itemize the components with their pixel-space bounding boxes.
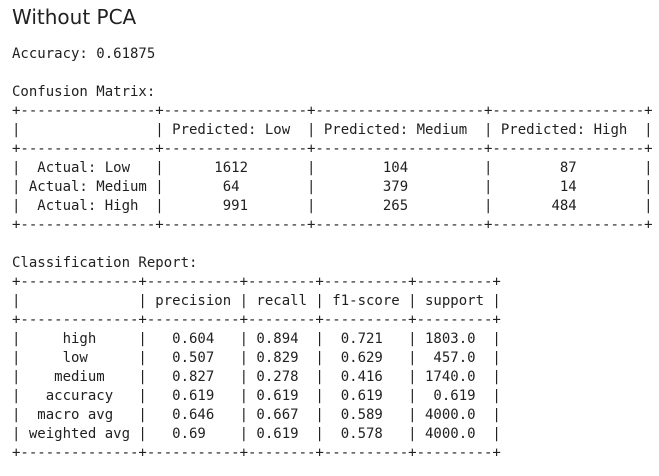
confusion-matrix-border-top: +----------------+-----------------+----…: [12, 103, 653, 119]
confusion-matrix-row-low: | Actual: Low | 1612 | 104 | 87 |: [12, 160, 653, 176]
section-heading: Without PCA: [12, 5, 137, 29]
accuracy-line: Accuracy: 0.61875: [12, 46, 156, 62]
report-row-weighted-avg: | weighted avg | 0.69 | 0.619 | 0.578 | …: [12, 426, 501, 442]
report-border-mid: +--------------+-----------+--------+---…: [12, 312, 501, 328]
confusion-matrix-row-high: | Actual: High | 991 | 265 | 484 |: [12, 198, 653, 214]
blank-line: [12, 235, 653, 254]
confusion-matrix-header-row: | | Predicted: Low | Predicted: Medium |…: [12, 122, 653, 138]
report-row-high: | high | 0.604 | 0.894 | 0.721 | 1803.0 …: [12, 331, 501, 347]
report-header-row: | | precision | recall | f1-score | supp…: [12, 293, 501, 309]
report-border-top: +--------------+-----------+--------+---…: [12, 274, 501, 290]
classification-report-title: Classification Report:: [12, 255, 198, 271]
report-row-low: | low | 0.507 | 0.829 | 0.629 | 457.0 |: [12, 350, 501, 366]
confusion-matrix-border-mid: +----------------+-----------------+----…: [12, 141, 653, 157]
confusion-matrix-row-medium: | Actual: Medium | 64 | 379 | 14 |: [12, 179, 653, 195]
confusion-matrix-title: Confusion Matrix:: [12, 84, 156, 100]
report-row-accuracy: | accuracy | 0.619 | 0.619 | 0.619 | 0.6…: [12, 388, 501, 404]
report-border-bottom: +--------------+-----------+--------+---…: [12, 445, 501, 461]
confusion-matrix-border-bottom: +----------------+-----------------+----…: [12, 217, 653, 233]
blank-line: [12, 64, 653, 83]
text-output: Accuracy: 0.61875 Confusion Matrix: +-----…: [12, 45, 653, 463]
report-row-medium: | medium | 0.827 | 0.278 | 0.416 | 1740.…: [12, 369, 501, 385]
report-row-macro-avg: | macro avg | 0.646 | 0.667 | 0.589 | 40…: [12, 407, 501, 423]
